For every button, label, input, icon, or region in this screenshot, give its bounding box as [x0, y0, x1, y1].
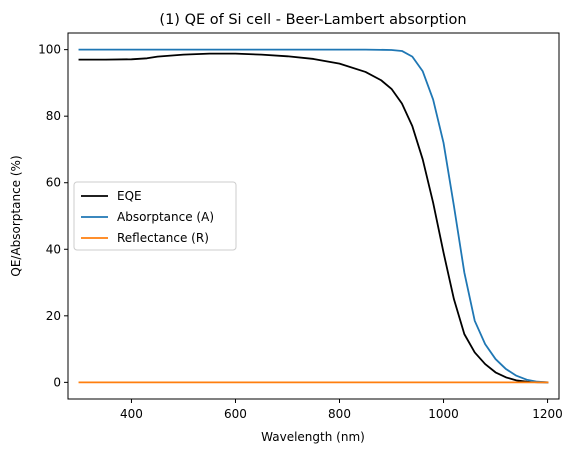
- legend: EQE Absorptance (A) Reflectance (R): [73, 181, 237, 251]
- x-tick-label: 600: [224, 407, 247, 421]
- plot-lines: [78, 48, 549, 384]
- y-tick-label: 0: [53, 375, 61, 389]
- x-tick-label: 1000: [428, 407, 459, 421]
- series-line-1: [78, 52, 549, 384]
- y-tick-label: 80: [46, 109, 61, 123]
- legend-label-2: Absorptance (A): [117, 210, 214, 224]
- y-tick-label: 40: [46, 242, 61, 256]
- legend-label-3: Reflectance (R): [117, 231, 209, 245]
- x-tick-label: 800: [328, 407, 351, 421]
- y-axis-ticks: 0 20 40 60 80 100: [38, 43, 68, 389]
- legend-label-1: EQE: [117, 189, 142, 203]
- y-tick-label: 60: [46, 176, 61, 190]
- y-tick-label: 20: [46, 309, 61, 323]
- series-line-2: [78, 48, 549, 384]
- y-tick-label: 100: [38, 43, 61, 57]
- chart-title: (1) QE of Si cell - Beer-Lambert absorpt…: [159, 12, 466, 28]
- x-axis-ticks: 400 600 800 1000 1200: [120, 399, 563, 421]
- plot-frame: [67, 32, 560, 400]
- y-axis-title: QE/Absorptance (%): [9, 155, 23, 276]
- x-tick-label: 1200: [532, 407, 563, 421]
- legend-box: [73, 181, 237, 251]
- x-tick-label: 400: [120, 407, 143, 421]
- x-axis-title: Wavelength (nm): [261, 430, 365, 444]
